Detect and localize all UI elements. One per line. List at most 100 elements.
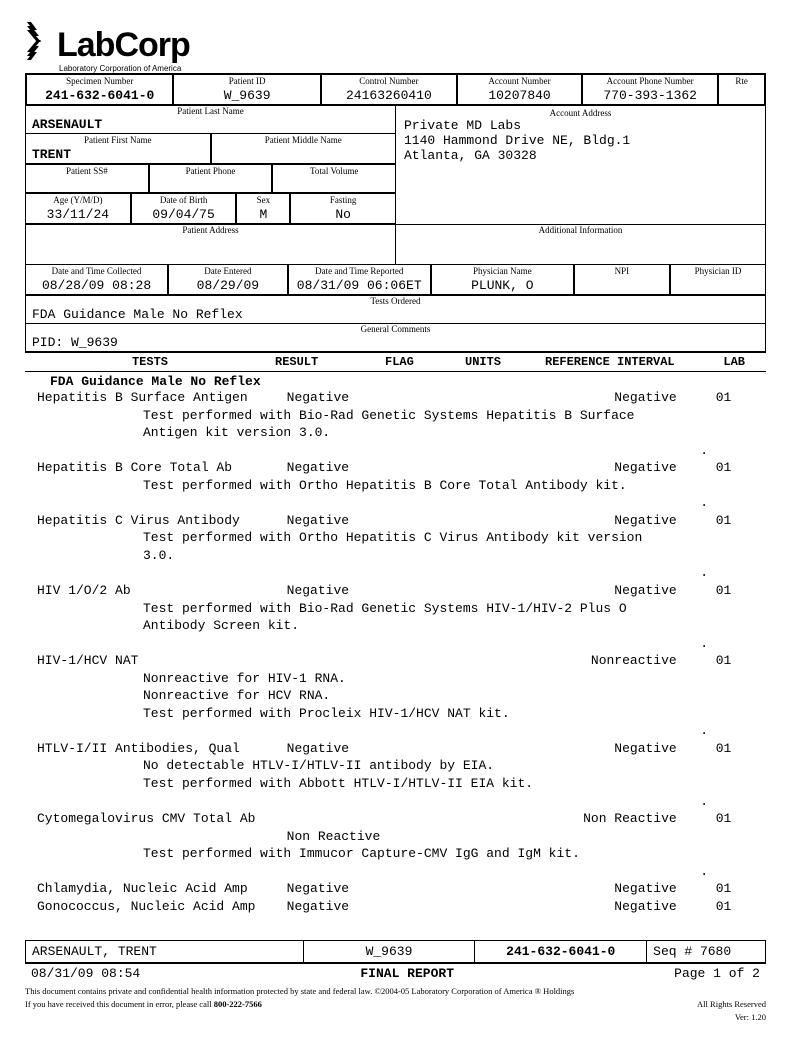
tests-ordered-label: Tests Ordered xyxy=(26,296,765,306)
footer-title: FINAL REPORT xyxy=(360,966,454,981)
general-comments-value: PID: W_9639 xyxy=(26,334,765,351)
test-result-line: Gonococcus, Nucleic Acid Amp Negative Ne… xyxy=(25,898,766,916)
account-number-value: 10207840 xyxy=(458,87,581,104)
middle-name-label: Patient Middle Name xyxy=(212,134,396,146)
disclaimer-row-2: If you have received this document in er… xyxy=(25,996,766,1009)
first-name-label: Patient First Name xyxy=(26,134,210,146)
account-number-label: Account Number xyxy=(458,75,581,87)
header-row: Specimen Number 241-632-6041-0 Patient I… xyxy=(25,73,766,106)
col-lab: LAB xyxy=(705,355,745,369)
test-result-line-2: Non Reactive xyxy=(25,828,766,846)
last-name-label: Patient Last Name xyxy=(26,106,395,116)
test-note-line: Antigen kit version 3.0. xyxy=(25,424,766,442)
account-phone-value: 770-393-1362 xyxy=(583,87,717,104)
reported-label: Date and Time Reported xyxy=(289,265,430,277)
separator-dot: . xyxy=(25,863,766,881)
patient-block: Patient Last Name ARSENAULT Patient Firs… xyxy=(26,106,395,264)
physician-value: PLUNK, O xyxy=(432,277,573,294)
age-label: Age (Y/M/D) xyxy=(26,194,130,206)
disclaimer-2a: If you have received this document in er… xyxy=(25,999,214,1009)
results-body: Hepatitis B Surface Antigen Negative Neg… xyxy=(25,389,766,915)
last-name-value: ARSENAULT xyxy=(26,116,395,133)
tests-ordered-value: FDA Guidance Male No Reflex xyxy=(26,306,765,323)
entered-value: 08/29/09 xyxy=(169,277,287,294)
results-heading: FDA Guidance Male No Reflex xyxy=(25,374,766,389)
patient-account-block: Patient Last Name ARSENAULT Patient Firs… xyxy=(25,106,766,264)
col-reference: REFERENCE INTERVAL xyxy=(545,355,705,369)
test-note-line: Test performed with Ortho Hepatitis B Co… xyxy=(25,477,766,495)
dob-label: Date of Birth xyxy=(132,194,236,206)
footer-rights: All Rights Reserved xyxy=(697,999,766,1009)
separator-dot: . xyxy=(25,635,766,653)
test-note-line: Nonreactive for HCV RNA. xyxy=(25,687,766,705)
test-note-line: No detectable HTLV-I/HTLV-II antibody by… xyxy=(25,757,766,775)
logo-block: LabCorp Laboratory Corporation of Americ… xyxy=(25,20,766,73)
general-comments-box: General Comments PID: W_9639 xyxy=(25,324,766,352)
first-name-value: TRENT xyxy=(26,146,210,163)
test-result-line: Hepatitis C Virus Antibody Negative Nega… xyxy=(25,512,766,530)
test-note-line: Test performed with Ortho Hepatitis C Vi… xyxy=(25,529,766,547)
test-result-line: Cytomegalovirus CMV Total Ab Non Reactiv… xyxy=(25,810,766,828)
fasting-value: No xyxy=(291,206,395,223)
test-result-line: Hepatitis B Surface Antigen Negative Neg… xyxy=(25,389,766,407)
results-column-header: TESTS RESULT FLAG UNITS REFERENCE INTERV… xyxy=(25,352,766,372)
test-note-line: Test performed with Immucor Capture-CMV … xyxy=(25,845,766,863)
control-number-label: Control Number xyxy=(322,75,456,87)
separator-dot: . xyxy=(25,722,766,740)
physician-id-label: Physician ID xyxy=(671,265,765,277)
reported-value: 08/31/09 06:06ET xyxy=(289,277,430,294)
ss-value xyxy=(26,177,148,192)
footer-status-line: 08/31/09 08:54 FINAL REPORT Page 1 of 2 xyxy=(25,963,766,983)
test-result-line: HTLV-I/II Antibodies, Qual Negative Nega… xyxy=(25,740,766,758)
additional-info-label: Additional Information xyxy=(396,225,765,235)
collected-value: 08/28/09 08:28 xyxy=(26,277,167,294)
patient-id-value: W_9639 xyxy=(174,87,319,104)
logo-mark-icon xyxy=(25,20,55,62)
separator-dot: . xyxy=(25,442,766,460)
col-flag: FLAG xyxy=(385,355,465,369)
physician-id-value xyxy=(671,277,765,292)
test-note-line: Test performed with Abbott HTLV-I/HTLV-I… xyxy=(25,775,766,793)
col-units: UNITS xyxy=(465,355,545,369)
dates-row: Date and Time Collected 08/28/09 08:28 D… xyxy=(25,264,766,295)
test-result-line: Hepatitis B Core Total Ab Negative Negat… xyxy=(25,459,766,477)
patient-address-label: Patient Address xyxy=(26,225,395,235)
volume-value xyxy=(273,177,395,192)
entered-label: Date Entered xyxy=(169,265,287,277)
collected-label: Date and Time Collected xyxy=(26,265,167,277)
account-name: Private MD Labs xyxy=(404,118,757,133)
test-result-line: HIV 1/O/2 Ab Negative Negative 01 xyxy=(25,582,766,600)
footer-box: ARSENAULT, TRENT W_9639 241-632-6041-0 S… xyxy=(25,940,766,963)
volume-label: Total Volume xyxy=(273,165,395,177)
rte-label: Rte xyxy=(719,75,764,87)
patient-address-value xyxy=(26,235,395,250)
control-number-value: 24163260410 xyxy=(322,87,456,104)
col-result: RESULT xyxy=(275,355,385,369)
specimen-number-label: Specimen Number xyxy=(27,75,172,87)
footer-id: W_9639 xyxy=(303,941,475,962)
sex-value: M xyxy=(237,206,289,223)
account-addr2: Atlanta, GA 30328 xyxy=(404,148,757,163)
sex-label: Sex xyxy=(237,194,289,206)
tests-ordered-box: Tests Ordered FDA Guidance Male No Refle… xyxy=(25,295,766,324)
middle-name-value xyxy=(212,146,396,161)
logo-text: LabCorp xyxy=(57,28,190,62)
fasting-label: Fasting xyxy=(291,194,395,206)
footer-timestamp: 08/31/09 08:54 xyxy=(31,966,140,981)
test-result-line: HIV-1/HCV NAT Nonreactive 01 xyxy=(25,652,766,670)
disclaimer-row-1: This document contains private and confi… xyxy=(25,983,766,996)
test-note-line: Antibody Screen kit. xyxy=(25,617,766,635)
test-result-line: Chlamydia, Nucleic Acid Amp Negative Neg… xyxy=(25,880,766,898)
disclaimer-2b: 800-222-7566 xyxy=(214,999,262,1009)
rte-value xyxy=(719,87,764,102)
npi-label: NPI xyxy=(575,265,669,277)
test-note-line: Test performed with Procleix HIV-1/HCV N… xyxy=(25,705,766,723)
separator-dot: . xyxy=(25,564,766,582)
separator-dot: . xyxy=(25,793,766,811)
general-comments-label: General Comments xyxy=(26,324,765,334)
test-note-line: Test performed with Bio-Rad Genetic Syst… xyxy=(25,407,766,425)
test-note-line: Nonreactive for HIV-1 RNA. xyxy=(25,670,766,688)
footer-name: ARSENAULT, TRENT xyxy=(26,941,303,962)
separator-dot: . xyxy=(25,494,766,512)
npi-value xyxy=(575,277,669,292)
